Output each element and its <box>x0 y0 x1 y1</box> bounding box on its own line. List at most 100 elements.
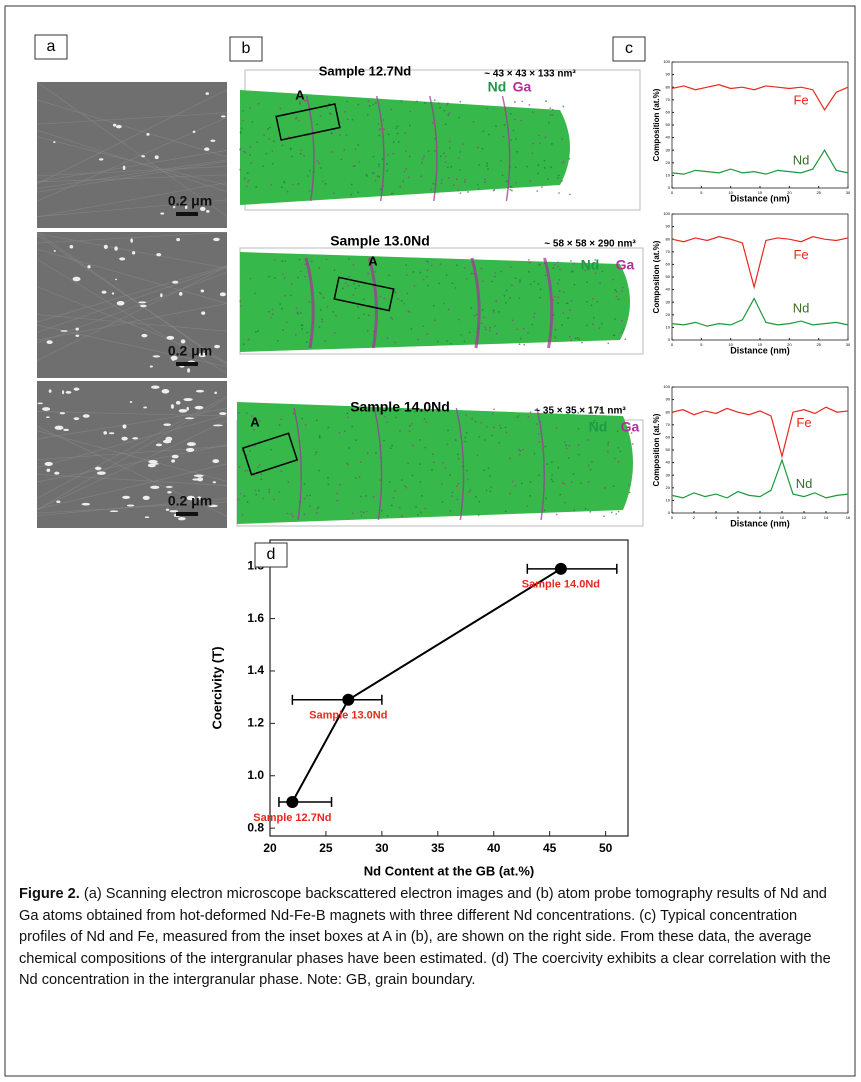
apt-atom <box>284 294 287 297</box>
y-tick-label: 20 <box>666 160 671 165</box>
apt-atom <box>522 448 524 451</box>
apt-atom <box>470 307 473 309</box>
apt-atom <box>580 482 583 485</box>
apt-atom <box>248 178 251 181</box>
sem-texture <box>36 265 228 323</box>
apt-atom <box>600 322 603 325</box>
apt-atom <box>281 144 284 147</box>
apt-atom <box>315 419 318 422</box>
x-tick-label: 2 <box>693 515 696 520</box>
apt-atom <box>468 490 471 493</box>
apt-atom <box>509 266 512 268</box>
apt-atom <box>378 129 381 132</box>
legend-nd: Nd <box>589 419 608 435</box>
sem-speck <box>197 496 202 500</box>
apt-atom <box>544 445 547 448</box>
apt-atom <box>316 123 319 126</box>
apt-atom <box>352 165 355 168</box>
sem-speck <box>44 461 53 466</box>
sem-speck <box>185 447 195 452</box>
volume-size: ~ 35 × 35 × 171 nm³ <box>534 406 626 417</box>
apt-atom <box>286 190 289 193</box>
apt-atom <box>451 491 454 494</box>
sem-texture <box>36 248 228 304</box>
apt-atom <box>273 277 276 279</box>
plot-frame <box>671 386 849 514</box>
apt-atom <box>303 497 306 500</box>
apt-atom <box>616 430 619 433</box>
sem-speck <box>144 516 150 519</box>
sem-texture <box>36 265 228 362</box>
apt-atom <box>318 162 321 165</box>
apt-atom <box>404 150 407 153</box>
apt-atom <box>456 485 458 488</box>
sem-speck <box>48 389 52 393</box>
profile-line <box>671 458 849 499</box>
apt-atom <box>308 189 311 192</box>
apt-atom <box>309 169 311 172</box>
apt-atom <box>298 258 301 261</box>
apt-atom <box>258 419 261 422</box>
apt-atom <box>446 166 449 169</box>
apt-atom <box>615 290 618 293</box>
marker-a: A <box>368 253 378 268</box>
apt-atom <box>520 482 523 485</box>
apt-ga-band <box>293 407 302 521</box>
apt-atom <box>324 340 327 342</box>
apt-ga-band <box>455 407 465 521</box>
apt-atom <box>500 160 503 162</box>
apt-atom <box>614 318 616 320</box>
sample-name: Sample 13.0Nd <box>330 233 430 249</box>
apt-atom <box>478 436 480 438</box>
sem-speck <box>148 460 158 464</box>
apt-atom <box>399 185 402 188</box>
apt-atom <box>405 486 408 489</box>
apt-atom <box>630 432 633 434</box>
apt-volume <box>237 402 633 524</box>
sem-speck <box>121 436 128 441</box>
apt-atom <box>319 309 322 311</box>
sem-speck <box>167 491 172 494</box>
apt-atom <box>299 101 301 103</box>
apt-atom <box>465 414 468 416</box>
apt-atom <box>513 101 516 103</box>
apt-atom <box>330 151 333 153</box>
apt-atom <box>538 263 540 266</box>
sem-speck <box>212 459 220 464</box>
apt-ga-band <box>373 407 383 521</box>
apt-atom <box>368 104 371 107</box>
sem-speck <box>103 431 107 435</box>
apt-atom <box>577 443 580 446</box>
apt-atom <box>355 439 358 442</box>
apt-atom <box>539 296 541 299</box>
apt-atom <box>559 493 562 496</box>
apt-atom <box>607 342 610 345</box>
y-tick-label: 60 <box>666 109 671 114</box>
sem-texture <box>36 182 228 218</box>
sem-speck <box>186 495 195 501</box>
apt-atom <box>268 275 271 278</box>
apt-atom <box>619 450 622 453</box>
apt-atom <box>386 337 389 340</box>
apt-atom <box>427 284 430 287</box>
apt-ga-band <box>367 257 378 349</box>
apt-atom <box>538 134 541 137</box>
apt-atom <box>591 461 593 463</box>
sem-speck <box>163 423 172 426</box>
apt-atom <box>423 418 426 421</box>
sem-texture <box>36 149 228 183</box>
apt-atom <box>246 501 249 503</box>
sem-speck <box>153 463 159 465</box>
apt-atom <box>458 116 461 119</box>
y-tick-label: 50 <box>666 447 671 452</box>
apt-ga-band <box>536 407 545 521</box>
panel-label-box <box>612 36 646 62</box>
apt-atom <box>376 175 379 178</box>
apt-atom <box>621 289 624 292</box>
apt-atom <box>475 313 478 316</box>
apt-atom <box>505 301 507 304</box>
apt-atom <box>463 266 466 269</box>
scale-bar <box>176 512 198 516</box>
apt-atom <box>249 277 252 280</box>
apt-atom <box>324 182 327 185</box>
